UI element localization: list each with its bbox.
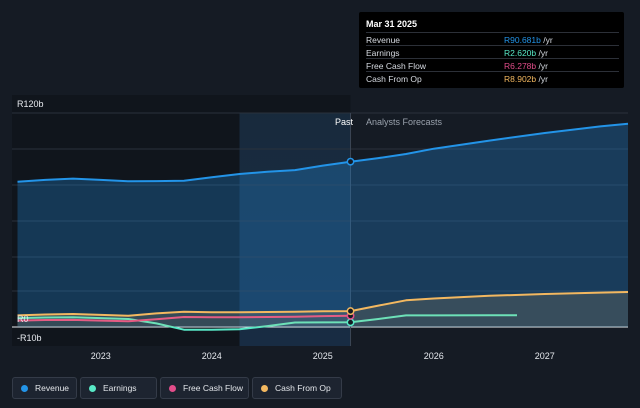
y-axis-zero-label: R0 [17, 314, 29, 324]
tooltip-label: Cash From Op [366, 74, 422, 84]
series-line-3 [17, 291, 629, 317]
tooltip-date: Mar 31 2025 [366, 19, 418, 29]
y-axis-top-label: R120b [17, 99, 44, 109]
legend-label: Earnings [103, 383, 137, 393]
legend-label: Cash From Op [275, 383, 331, 393]
past-region-label: Past [335, 117, 354, 127]
chart-canvas: R120b R0 -R10b Past Analysts Forecasts 2… [12, 99, 629, 361]
legend-item-earnings[interactable]: Earnings [80, 377, 157, 399]
legend-dot-icon [169, 385, 176, 392]
marker-layer [346, 157, 355, 327]
legend-label: Revenue [35, 383, 70, 393]
tooltip-row-earnings: Earnings R2.620b /yr [366, 45, 619, 59]
grid-lines [12, 112, 628, 346]
series-area-3 [17, 292, 628, 327]
legend-dot-icon [261, 385, 268, 392]
data-point-marker [346, 157, 355, 166]
x-tick-label: 2027 [535, 351, 555, 361]
tooltip-value: R90.681b /yr [504, 35, 553, 45]
data-point-marker [346, 318, 355, 327]
tooltip-value: R8.902b /yr [504, 74, 548, 84]
x-tick-label: 2025 [313, 351, 333, 361]
tooltip-row-free-cash-flow: Free Cash Flow R6.278b /yr [366, 58, 619, 72]
tooltip-value-number: R6.278b [504, 61, 537, 71]
series-line-2 [17, 314, 351, 323]
x-tick-label: 2024 [202, 351, 222, 361]
y-axis-bottom-label: -R10b [17, 333, 42, 343]
legend-label: Free Cash Flow [183, 383, 243, 393]
tooltip-value-number: R90.681b [504, 35, 541, 45]
legend-item-revenue[interactable]: Revenue [12, 377, 77, 399]
x-tick-label: 2023 [91, 351, 111, 361]
x-tick-label: 2026 [424, 351, 444, 361]
tooltip-label: Revenue [366, 35, 401, 45]
tooltip-value: R6.278b /yr [504, 61, 548, 71]
axis-labels: R120b R0 -R10b Past Analysts Forecasts 2… [17, 99, 555, 361]
highlight-region [239, 113, 351, 346]
tooltip-unit: /yr [540, 35, 553, 45]
series-layer [17, 122, 629, 331]
tooltip-label: Free Cash Flow [366, 61, 426, 71]
tooltip-unit: /yr [536, 48, 548, 58]
tooltip-unit: /yr [536, 74, 548, 84]
tooltip-label: Earnings [366, 48, 400, 58]
legend-dot-icon [89, 385, 96, 392]
tooltip-value-number: R2.620b [504, 48, 537, 58]
tooltip-row-cash-from-op: Cash From Op R8.902b /yr [366, 71, 619, 85]
tooltip-row-revenue: Revenue R90.681b /yr [366, 32, 619, 46]
series-line-0 [17, 122, 629, 183]
tooltip-value: R2.620b /yr [504, 48, 548, 58]
series-line-1 [17, 314, 517, 331]
tooltip-value-number: R8.902b [504, 74, 537, 84]
legend-item-free-cash-flow[interactable]: Free Cash Flow [160, 377, 249, 399]
series-area-0 [17, 123, 628, 327]
legend-item-cash-from-op[interactable]: Cash From Op [252, 377, 342, 399]
tooltip-unit: /yr [536, 61, 548, 71]
data-point-marker [346, 307, 355, 316]
legend-dot-icon [21, 385, 28, 392]
data-tooltip: Mar 31 2025 Revenue R90.681b /yr Earning… [359, 12, 624, 88]
forecast-region-label: Analysts Forecasts [366, 117, 443, 127]
